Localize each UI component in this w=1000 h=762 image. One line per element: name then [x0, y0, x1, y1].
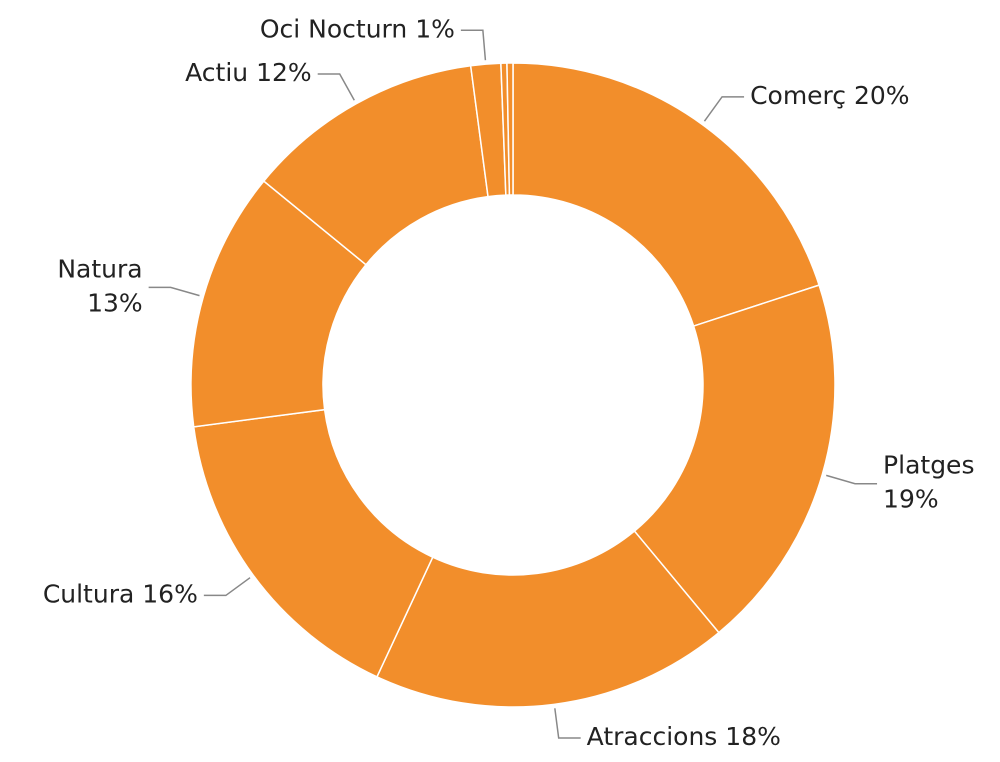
leader-line — [703, 96, 745, 122]
leader-line — [148, 286, 200, 297]
slice-label-value: 20% — [854, 81, 910, 110]
donut-slice — [633, 284, 836, 634]
slice-label-name: Platges — [883, 451, 974, 480]
slice-label: Comerç 20% — [750, 81, 910, 110]
slice-label: Actiu 12% — [185, 58, 312, 87]
slice-label: Cultura 16% — [43, 579, 198, 608]
donut-slice — [375, 530, 720, 708]
leader-line — [826, 474, 878, 485]
slice-label: Oci Nocturn 1% — [260, 14, 455, 43]
leader-line — [554, 708, 581, 739]
slice-label-value: 13% — [87, 288, 143, 317]
slice-label-value: 1% — [415, 14, 455, 43]
slice-label-name: Comerç — [750, 81, 846, 110]
slice-label: Natura 13% — [57, 254, 142, 317]
donut-slice — [512, 62, 821, 328]
leader-line — [460, 29, 487, 61]
slice-label-name: Oci Nocturn — [260, 14, 407, 43]
slice-label-name: Actiu — [185, 58, 248, 87]
slice-label-value: 16% — [142, 579, 198, 608]
slice-label-name: Cultura — [43, 579, 135, 608]
leader-line — [317, 73, 355, 101]
slice-label: Platges 19% — [883, 451, 974, 514]
slice-label-value: 19% — [883, 485, 939, 514]
slice-label-name: Natura — [57, 254, 142, 283]
slice-label-value: 18% — [725, 722, 781, 751]
slice-label-name: Atraccions — [587, 722, 718, 751]
donut-slice — [192, 408, 434, 678]
slice-label-value: 12% — [256, 58, 312, 87]
leader-line — [203, 577, 251, 597]
slice-label: Atraccions 18% — [587, 722, 781, 751]
donut-slice — [506, 62, 514, 196]
